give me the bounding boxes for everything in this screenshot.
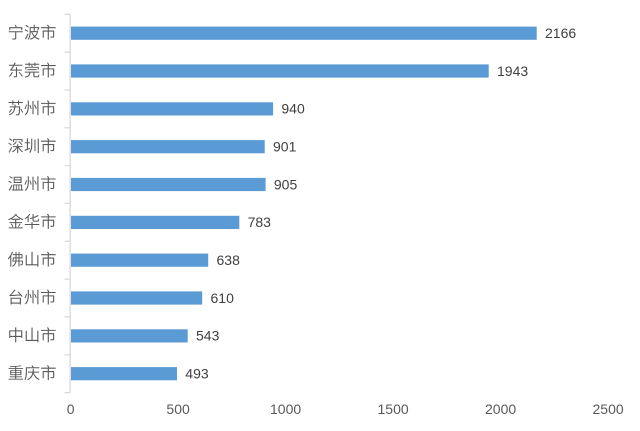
svg-text:905: 905 bbox=[274, 176, 298, 192]
svg-text:2000: 2000 bbox=[485, 401, 516, 417]
svg-text:940: 940 bbox=[281, 101, 305, 117]
svg-text:2500: 2500 bbox=[593, 401, 624, 417]
svg-text:783: 783 bbox=[248, 214, 272, 230]
svg-text:1943: 1943 bbox=[497, 63, 528, 79]
svg-text:0: 0 bbox=[67, 401, 75, 417]
svg-text:1000: 1000 bbox=[270, 401, 301, 417]
svg-text:493: 493 bbox=[185, 366, 209, 382]
svg-text:901: 901 bbox=[273, 139, 297, 155]
svg-text:543: 543 bbox=[196, 328, 220, 344]
svg-text:638: 638 bbox=[217, 252, 241, 268]
svg-text:2166: 2166 bbox=[545, 25, 576, 41]
svg-text:500: 500 bbox=[166, 401, 190, 417]
svg-text:610: 610 bbox=[211, 290, 235, 306]
svg-text:1500: 1500 bbox=[378, 401, 409, 417]
